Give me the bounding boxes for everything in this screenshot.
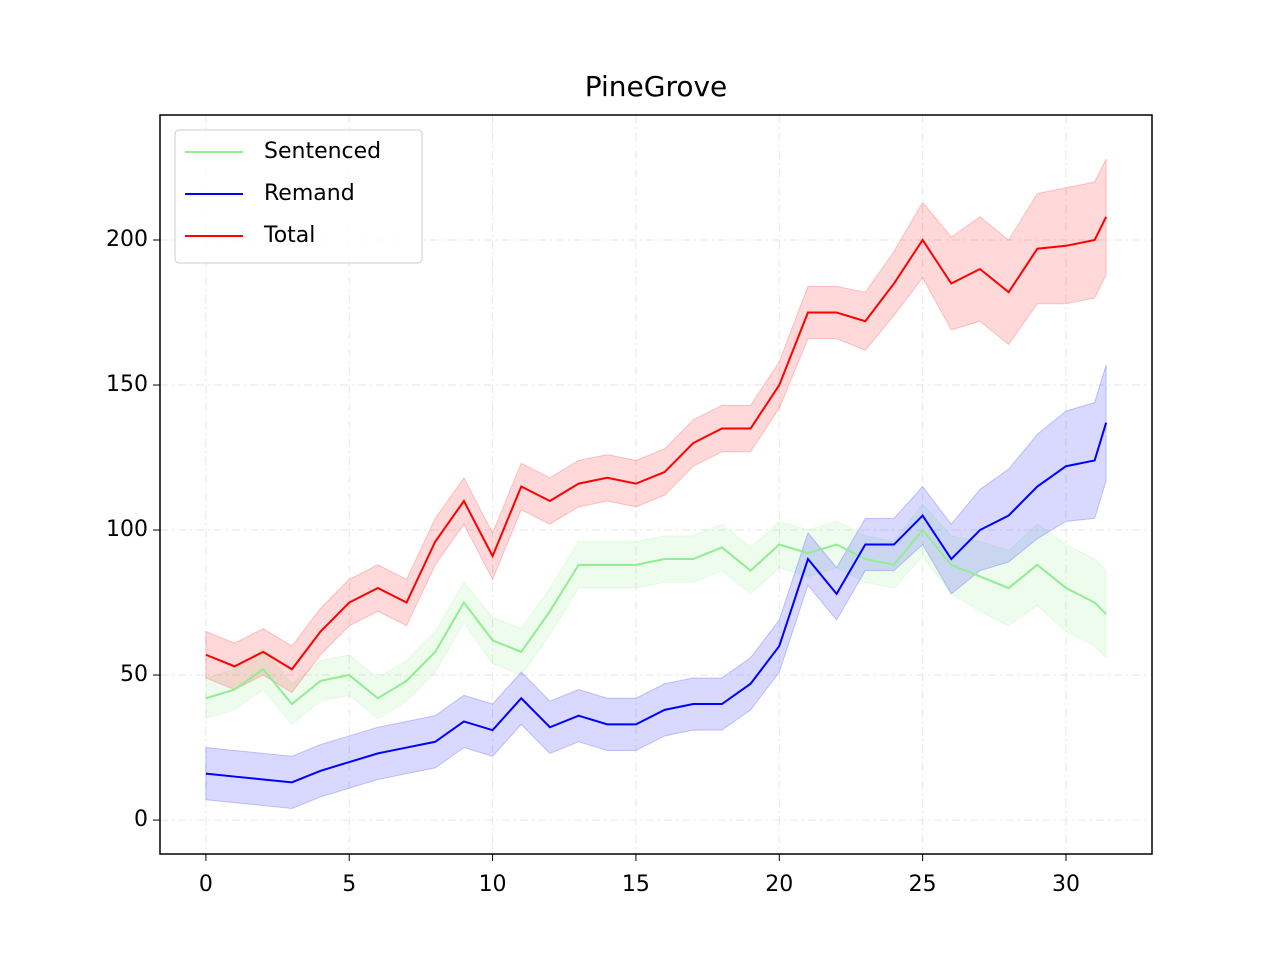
plot-frame xyxy=(159,114,1153,855)
confidence-band xyxy=(205,364,1107,809)
chart-title: PineGrove xyxy=(585,70,728,103)
legend-label: Remand xyxy=(264,181,355,206)
series-line xyxy=(205,528,1107,706)
series-line xyxy=(205,422,1108,784)
x-tick-label: 15 xyxy=(622,872,650,897)
x-tick-label: 0 xyxy=(199,872,213,897)
legend-label: Sentenced xyxy=(264,139,381,164)
legend-box xyxy=(174,129,423,264)
confidence-band xyxy=(205,503,1107,726)
confidence-band xyxy=(205,158,1107,694)
y-tick-label: 50 xyxy=(120,662,148,687)
y-tick-label: 200 xyxy=(106,227,148,252)
x-tick-label: 30 xyxy=(1052,872,1080,897)
x-tick-label: 5 xyxy=(342,872,356,897)
x-tick-label: 10 xyxy=(479,872,507,897)
y-tick-label: 100 xyxy=(106,517,148,542)
x-tick-label: 25 xyxy=(909,872,937,897)
series-line xyxy=(205,216,1108,671)
y-tick-label: 150 xyxy=(106,372,148,397)
x-tick-label: 20 xyxy=(765,872,793,897)
legend: Sentenced Remand Total xyxy=(174,129,423,264)
y-tick-label: 0 xyxy=(134,807,148,832)
legend-label: Total xyxy=(263,223,315,248)
